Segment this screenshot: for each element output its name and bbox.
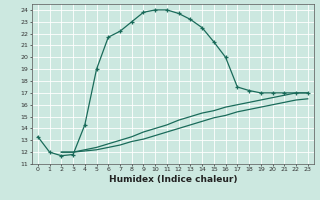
X-axis label: Humidex (Indice chaleur): Humidex (Indice chaleur) [108,175,237,184]
